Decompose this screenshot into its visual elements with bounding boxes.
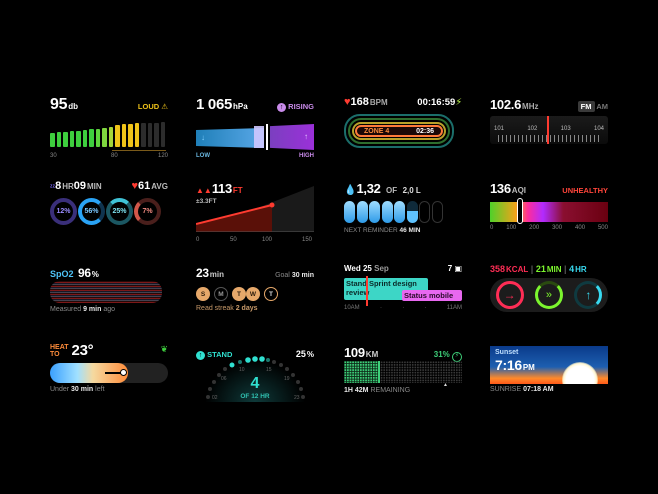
thermostat-widget[interactable]: HEAT TO 23° ❦ Under 30 min left bbox=[50, 342, 168, 393]
thermostat-handle[interactable] bbox=[120, 369, 127, 376]
radio-dial[interactable]: 101 102 103 104 bbox=[490, 116, 608, 144]
arrow-up-icon: ↑ bbox=[304, 132, 308, 141]
sunset-widget[interactable]: Sunset 7:16PM SUNRISE 07:18 AM bbox=[490, 344, 608, 408]
thermostat-value: 23° bbox=[71, 342, 94, 359]
thermostat-slider[interactable] bbox=[50, 363, 168, 383]
pressure-value: 1 065 bbox=[196, 96, 233, 113]
arrow-down-icon: ↓ bbox=[201, 133, 205, 142]
aqi-axis: 0 100 200 300 400 500 bbox=[490, 225, 608, 231]
noise-level-bars bbox=[50, 122, 165, 147]
zone-time: 02:36 bbox=[416, 127, 434, 135]
radio-frequency: 102.6 bbox=[490, 97, 522, 112]
sun-icon bbox=[562, 362, 598, 384]
water-reminder-value: 46 MIN bbox=[399, 227, 421, 234]
triangle-marker-icon: ▲ bbox=[443, 382, 448, 388]
heart-icon: ♥ bbox=[131, 180, 138, 192]
aqi-widget[interactable]: 136AQI UNHEALTHY 0 100 200 300 400 500 bbox=[490, 181, 608, 231]
reading-widget[interactable]: 23min Goal 30 min S M T W T Read streak … bbox=[196, 266, 314, 312]
sleep-widget[interactable]: ᶻᶻ8HR09MIN ♥61AVG 12% 56% 25% 7% bbox=[50, 180, 168, 244]
stand-ring: ↑ bbox=[574, 281, 603, 309]
stage-rem-ring: 7% bbox=[134, 198, 161, 225]
water-drop-icon: 💧 bbox=[344, 185, 357, 196]
sky-panel: Sunset 7:16PM bbox=[490, 346, 608, 384]
move-ring: → bbox=[495, 281, 524, 309]
band-fm-button[interactable]: FM bbox=[577, 101, 595, 112]
range-bar bbox=[344, 361, 462, 383]
water-widget[interactable]: 💧1,32 OF 2,0 L NEXT REMINDER 46 MIN bbox=[344, 180, 462, 244]
zone-label: ZONE 4 bbox=[364, 127, 390, 135]
event-status-mobile[interactable]: Status mobile bbox=[402, 290, 462, 301]
mountain-icon: ▲▲ bbox=[196, 186, 212, 195]
stand-widget[interactable]: ↑ STAND 25% 4 OF 12 HR 02 06 10 15 19 23 bbox=[196, 344, 314, 408]
svg-text:19: 19 bbox=[284, 376, 290, 382]
noise-value: 95 bbox=[50, 96, 68, 113]
aqi-gradient-bar bbox=[490, 202, 608, 222]
spo2-waveform bbox=[50, 281, 162, 303]
band-am-button[interactable]: AM bbox=[596, 102, 608, 111]
day-m: M bbox=[214, 287, 228, 301]
heart-icon: ♥ bbox=[344, 96, 351, 108]
spo2-widget[interactable]: SpO2 96% Measured 9 min ago bbox=[50, 264, 168, 328]
day-t: T bbox=[232, 287, 246, 301]
stage-awake-ring: 12% bbox=[50, 198, 77, 225]
workout-elapsed: 00:16:59 bbox=[417, 97, 456, 108]
pressure-low-label: LOW bbox=[196, 153, 210, 159]
noise-widget[interactable]: 95db LOUD ⚠ 30 80 120 bbox=[50, 96, 168, 159]
svg-text:02: 02 bbox=[212, 395, 218, 401]
warning-triangle-icon: ⚠ bbox=[161, 102, 168, 111]
exercise-ring: » bbox=[534, 281, 563, 309]
heart-bpm: 168 bbox=[350, 96, 369, 108]
noise-unit: db bbox=[68, 102, 78, 111]
ev-range-widget[interactable]: 109KM 31% ⚡ ▲ 1H 42M REMAINING bbox=[344, 344, 462, 408]
activity-widget[interactable]: 358KCAL | 21MIN | 4HR → » ↑ bbox=[490, 264, 608, 328]
pressure-high-label: HIGH bbox=[299, 153, 314, 159]
svg-text:23: 23 bbox=[294, 395, 300, 401]
svg-text:10: 10 bbox=[239, 367, 245, 373]
current-time-indicator bbox=[366, 276, 368, 306]
stage-core-ring: 56% bbox=[78, 198, 105, 225]
svg-text:4: 4 bbox=[251, 375, 260, 392]
day-s: S bbox=[196, 287, 210, 301]
zone-track: ZONE 4 02:36 bbox=[344, 114, 454, 148]
pressure-widget[interactable]: 1 065hPa ↑ RISING ↓ ↑ LOW HIGH bbox=[196, 96, 314, 160]
water-glasses bbox=[344, 201, 462, 223]
svg-text:06: 06 bbox=[221, 376, 227, 382]
svg-text:OF 12 HR: OF 12 HR bbox=[240, 393, 270, 400]
elevation-widget[interactable]: ▲▲113FT ±3.3FT 0 50 100 150 bbox=[196, 181, 314, 243]
aqi-status: UNHEALTHY bbox=[562, 186, 608, 195]
day-w: W bbox=[246, 287, 260, 301]
stand-dial: 4 OF 12 HR 02 06 10 15 19 23 bbox=[205, 356, 305, 402]
running-figure-icon: ⚡ bbox=[455, 97, 462, 108]
aqi-marker bbox=[517, 198, 523, 224]
radio-needle[interactable] bbox=[547, 116, 549, 144]
elevation-accuracy: ±3.3FT bbox=[196, 198, 217, 205]
pressure-status: ↑ RISING bbox=[277, 102, 314, 112]
pressure-gauge: ↓ ↑ bbox=[196, 124, 314, 150]
svg-text:15: 15 bbox=[266, 367, 272, 373]
sleep-zzz-icon: ᶻᶻ bbox=[50, 184, 56, 191]
noise-status: LOUD ⚠ bbox=[137, 102, 168, 111]
calendar-icon: ▣ bbox=[454, 264, 462, 273]
arrow-up-circle-icon: ↑ bbox=[196, 351, 205, 360]
pressure-unit: hPa bbox=[233, 102, 248, 111]
arrow-up-circle-icon: ↑ bbox=[277, 103, 287, 112]
heart-zone-widget[interactable]: ♥168BPM 00:16:59⚡ ZONE 4 02:36 bbox=[344, 96, 462, 160]
calendar-widget[interactable]: Wed 25 Sep 7 ▣ Stand Sprint design revie… bbox=[344, 264, 462, 311]
day-t-today: T bbox=[264, 287, 278, 301]
activity-rings: → » ↑ bbox=[490, 278, 608, 312]
leaf-icon: ❦ bbox=[160, 344, 168, 354]
radio-widget[interactable]: 102.6MHz FM AM 101 102 103 104 bbox=[490, 96, 608, 160]
streak-days: S M T W T bbox=[196, 287, 314, 301]
elevation-chart bbox=[196, 186, 314, 232]
sleep-stage-rings: 12% 56% 25% 7% bbox=[50, 198, 168, 225]
stage-deep-ring: 25% bbox=[106, 198, 133, 225]
